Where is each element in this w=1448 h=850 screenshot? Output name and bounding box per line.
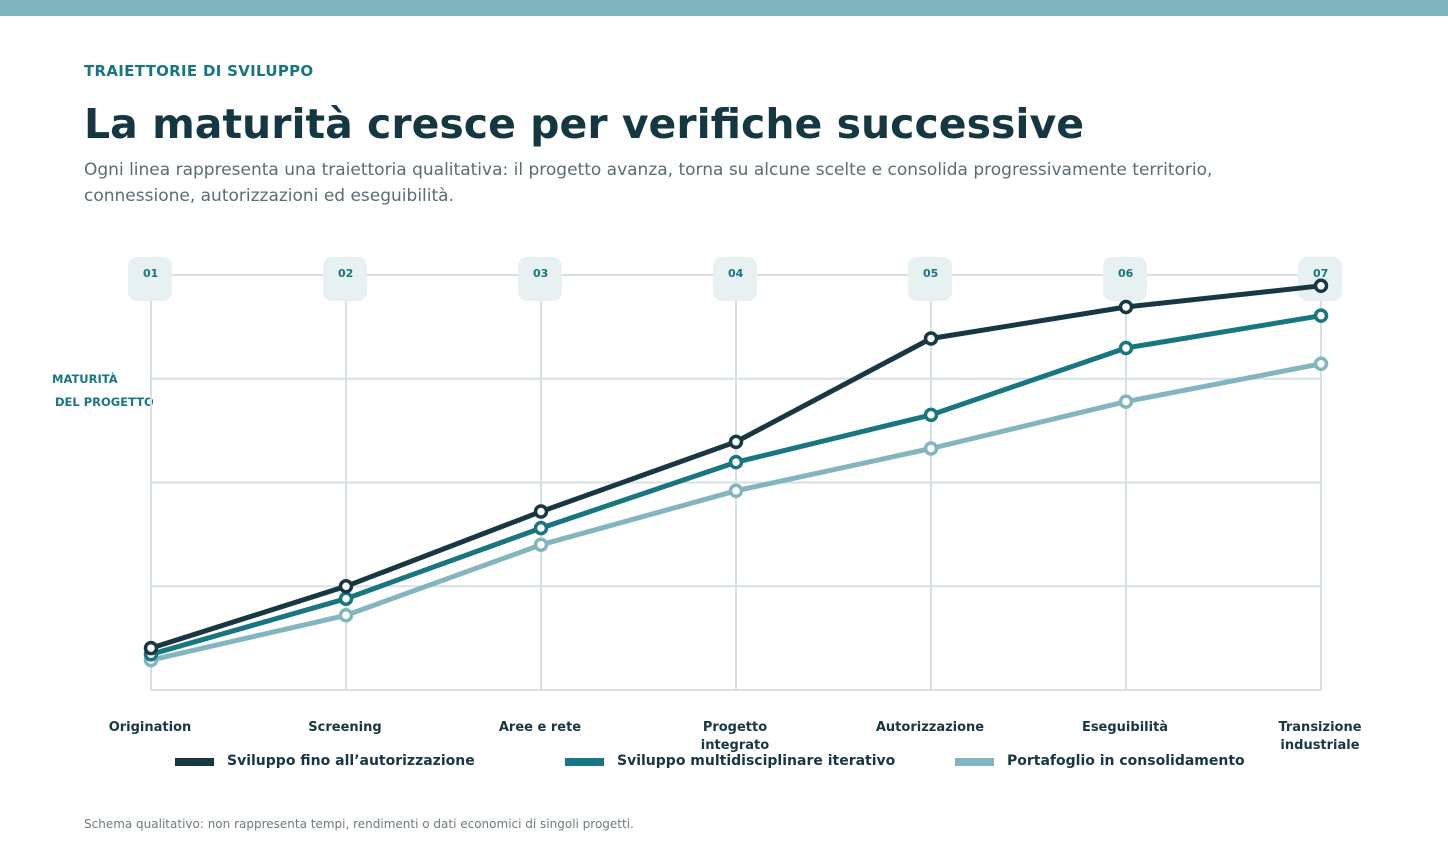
stage-badge	[1103, 257, 1147, 301]
y-axis-label-line: DEL PROGETTO	[55, 395, 154, 409]
legend-label: Sviluppo multidisciplinare iterativo	[617, 753, 896, 769]
x-axis-label-line: Screening	[308, 720, 381, 735]
x-axis-label-line: Transizione	[1278, 720, 1361, 735]
x-axis-label-line: Autorizzazione	[876, 720, 984, 735]
x-axis-label: Progetto integrato	[701, 720, 769, 753]
stage-number: 06	[1118, 267, 1134, 280]
legend-label: Portafoglio in consolidamento	[1007, 753, 1245, 769]
x-axis-label-line: Aree e rete	[499, 720, 581, 735]
series-2-point	[923, 407, 939, 423]
legend-swatch	[955, 758, 994, 766]
stage-number: 01	[143, 267, 158, 280]
x-axis-label: Screening	[308, 720, 381, 735]
x-axis-label: Autorizzazione	[876, 720, 984, 735]
series-1-point	[143, 640, 159, 656]
x-axis-labels: Origination Screening Aree e rete Progetto i…	[109, 720, 1362, 753]
series-3-point	[923, 441, 939, 456]
series-3-point	[728, 483, 744, 499]
series-1-point	[1313, 278, 1329, 294]
series-1-point	[338, 579, 354, 594]
section-eyebrow: TRAIETTORIE DI SVILUPPO	[84, 62, 314, 80]
series-2-point	[1118, 340, 1134, 356]
series-2-point	[533, 520, 549, 536]
series-3-point	[533, 537, 549, 552]
series-2-point	[728, 454, 744, 470]
x-axis-label-line: industriale	[1280, 738, 1359, 753]
series-3-point	[1118, 394, 1134, 409]
series-2-point	[338, 591, 354, 606]
x-axis-label: Origination	[109, 720, 192, 735]
series-1-point	[923, 331, 939, 346]
series-2-point	[1313, 308, 1329, 323]
stage-badge	[128, 257, 172, 301]
stage-number: 07	[1313, 267, 1328, 280]
legend-swatch	[565, 758, 604, 766]
chart-legend: Sviluppo fino all’autorizzazione Sviluppo…	[175, 753, 1245, 769]
footnote: Schema qualitativo: non rappresenta temp…	[84, 817, 634, 831]
page-subtitle: Ogni linea rappresenta una traiettoria q…	[84, 160, 1213, 206]
series-1-point	[533, 504, 549, 519]
top-accent-bar	[0, 0, 1448, 16]
stage-badge	[323, 257, 367, 301]
x-axis-label: Aree e rete	[499, 720, 581, 735]
x-axis-label: Transizione industriale	[1278, 720, 1361, 753]
stage-number: 04	[728, 267, 744, 280]
y-axis-label: MATURITÀ DEL PROGETTO	[52, 368, 154, 414]
stage-badge	[518, 257, 562, 301]
x-axis-label-line: Origination	[109, 720, 192, 735]
stage-badges: 01 02 03 04 05 06 07	[128, 257, 1342, 301]
page-title: La maturità cresce per verifiche success…	[84, 100, 1084, 148]
x-axis-label: Eseguibilità	[1082, 720, 1168, 735]
legend-swatch	[175, 758, 214, 766]
legend-label: Sviluppo fino all’autorizzazione	[227, 753, 475, 769]
x-axis-label-line: Progetto	[703, 720, 767, 735]
maturity-line-chart: 01 02 03 04 05 06 07 Origination Screening Aree …	[109, 257, 1362, 769]
stage-number: 05	[923, 267, 938, 280]
stage-badge	[908, 257, 952, 301]
series-1-point	[1118, 299, 1134, 315]
y-axis-label-line: MATURITÀ	[52, 372, 118, 386]
stage-number: 02	[338, 267, 353, 280]
series-points	[143, 278, 1329, 668]
stage-badge	[713, 257, 757, 301]
chart-grid	[150, 274, 1322, 691]
series-1-point	[728, 434, 744, 450]
series-3-point	[1313, 356, 1329, 372]
x-axis-label-line: integrato	[701, 738, 769, 753]
x-axis-label-line: Eseguibilità	[1082, 720, 1168, 735]
stage-number: 03	[533, 267, 548, 280]
series-3-point	[338, 608, 354, 623]
